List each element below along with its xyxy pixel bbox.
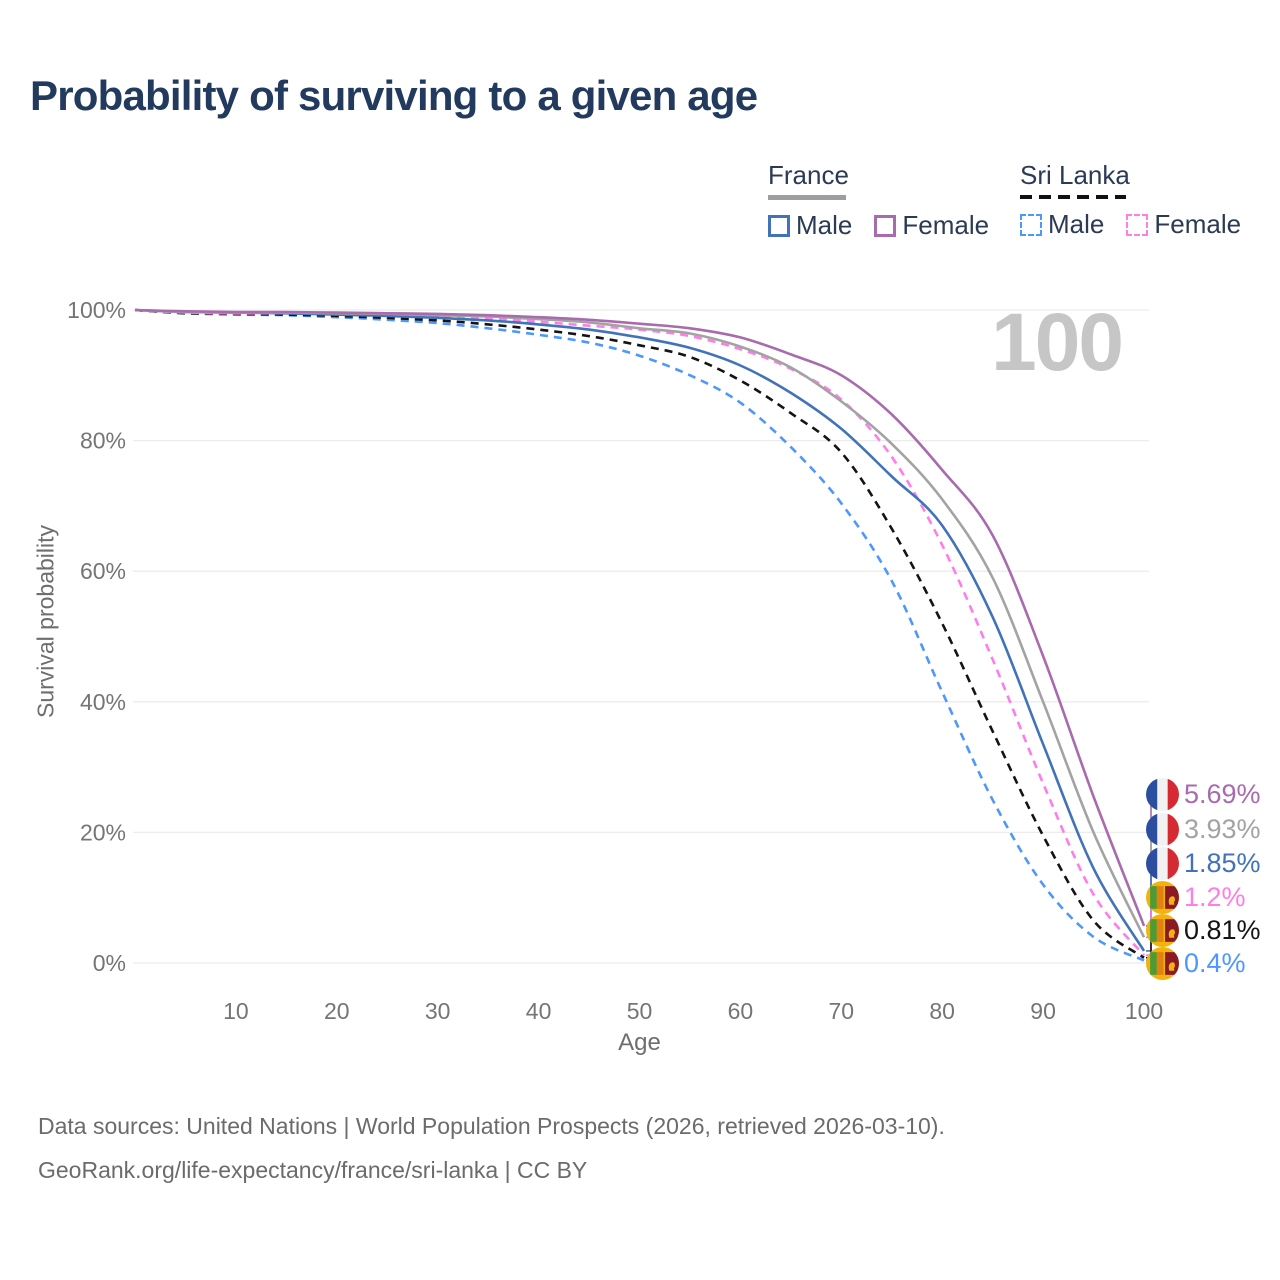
y-tick-label: 40% bbox=[80, 689, 126, 715]
line-sri-lanka-male[interactable] bbox=[134, 308, 1145, 962]
end-label-france-female: 5.69% bbox=[1146, 777, 1261, 811]
line-france-female[interactable] bbox=[134, 308, 1146, 927]
legend-group-france: France Male Female bbox=[768, 160, 989, 241]
x-tick-label: 30 bbox=[425, 998, 451, 1024]
legend-group-name: Sri Lanka bbox=[1020, 160, 1130, 190]
france-flag-icon bbox=[1146, 778, 1179, 811]
legend-item-label: Male bbox=[1048, 209, 1105, 239]
sri-lanka-flag-icon bbox=[1146, 914, 1179, 947]
end-value: 1.2% bbox=[1184, 881, 1246, 912]
france-male-swatch-icon bbox=[768, 214, 790, 237]
sri-lanka-male-swatch-icon bbox=[1020, 213, 1042, 236]
legend-item-label: Female bbox=[1154, 209, 1242, 239]
legend-item-france-male[interactable]: Male bbox=[768, 210, 852, 241]
france-flag-icon bbox=[1146, 813, 1179, 846]
legend-group-name: France bbox=[768, 160, 849, 190]
x-tick-label: 90 bbox=[1030, 998, 1056, 1024]
line-france-both-sexes[interactable] bbox=[134, 308, 1146, 938]
x-tick-label: 20 bbox=[324, 998, 350, 1024]
y-tick-label: 100% bbox=[67, 297, 126, 323]
legend-item-label: Male bbox=[796, 210, 853, 240]
sri-lanka-underline-swatch bbox=[1020, 195, 1126, 199]
line-sri-lanka-female[interactable] bbox=[134, 308, 1146, 957]
legend-group-sri-lanka: Sri Lanka Male Female bbox=[1020, 160, 1241, 240]
age-watermark: 100 bbox=[991, 297, 1122, 388]
end-value: 0.81% bbox=[1184, 914, 1261, 945]
end-value: 3.93% bbox=[1184, 813, 1261, 844]
legend-item-france-female[interactable]: Female bbox=[874, 210, 989, 241]
chart-title: Probability of surviving to a given age bbox=[30, 72, 758, 119]
france-flag-icon bbox=[1146, 847, 1179, 880]
end-value: 0.4% bbox=[1184, 947, 1246, 978]
x-tick-label: 80 bbox=[929, 998, 955, 1024]
x-tick-label: 60 bbox=[728, 998, 754, 1024]
y-tick-label: 0% bbox=[93, 950, 126, 976]
data-sources-line: Data sources: United Nations | World Pop… bbox=[38, 1113, 945, 1139]
legend-item-sri-lanka-male[interactable]: Male bbox=[1020, 209, 1104, 240]
sri-lanka-female-swatch-icon bbox=[1126, 213, 1149, 236]
y-tick-label: 20% bbox=[80, 819, 126, 845]
sri-lanka-flag-icon bbox=[1146, 947, 1179, 980]
end-label-sri-lanka-male: 0.4% bbox=[1146, 946, 1246, 980]
end-label-france-both: 3.93% bbox=[1146, 812, 1261, 846]
legend-group-title-sri-lanka: Sri Lanka bbox=[1020, 160, 1241, 199]
x-tick-label: 40 bbox=[526, 998, 552, 1024]
x-tick-label: 70 bbox=[829, 998, 855, 1024]
x-tick-label: 10 bbox=[223, 998, 249, 1024]
attribution-line: GeoRank.org/life-expectancy/france/sri-l… bbox=[38, 1157, 588, 1183]
x-tick-label: 50 bbox=[627, 998, 653, 1024]
sri-lanka-flag-icon bbox=[1146, 881, 1179, 914]
end-value: 1.85% bbox=[1184, 847, 1261, 878]
legend-group-title-france: France bbox=[768, 160, 989, 200]
end-label-sri-lanka-female: 1.2% bbox=[1146, 880, 1246, 914]
france-female-swatch-icon bbox=[874, 214, 897, 237]
x-tick-label: 100 bbox=[1125, 998, 1163, 1024]
france-underline-swatch bbox=[768, 195, 846, 200]
line-france-male[interactable] bbox=[134, 308, 1146, 952]
end-value: 5.69% bbox=[1184, 778, 1261, 809]
end-label-sri-lanka-both: 0.81% bbox=[1146, 913, 1261, 947]
footer: Data sources: United Nations | World Pop… bbox=[38, 1104, 945, 1192]
end-label-france-male: 1.85% bbox=[1146, 846, 1261, 880]
line-sri-lanka-both-sexes[interactable] bbox=[134, 308, 1145, 959]
y-tick-label: 80% bbox=[80, 428, 126, 454]
x-axis-title: Age bbox=[618, 1029, 661, 1056]
legend-item-label: Female bbox=[902, 210, 990, 240]
y-tick-label: 60% bbox=[80, 558, 126, 584]
legend-item-sri-lanka-female[interactable]: Female bbox=[1126, 209, 1241, 240]
